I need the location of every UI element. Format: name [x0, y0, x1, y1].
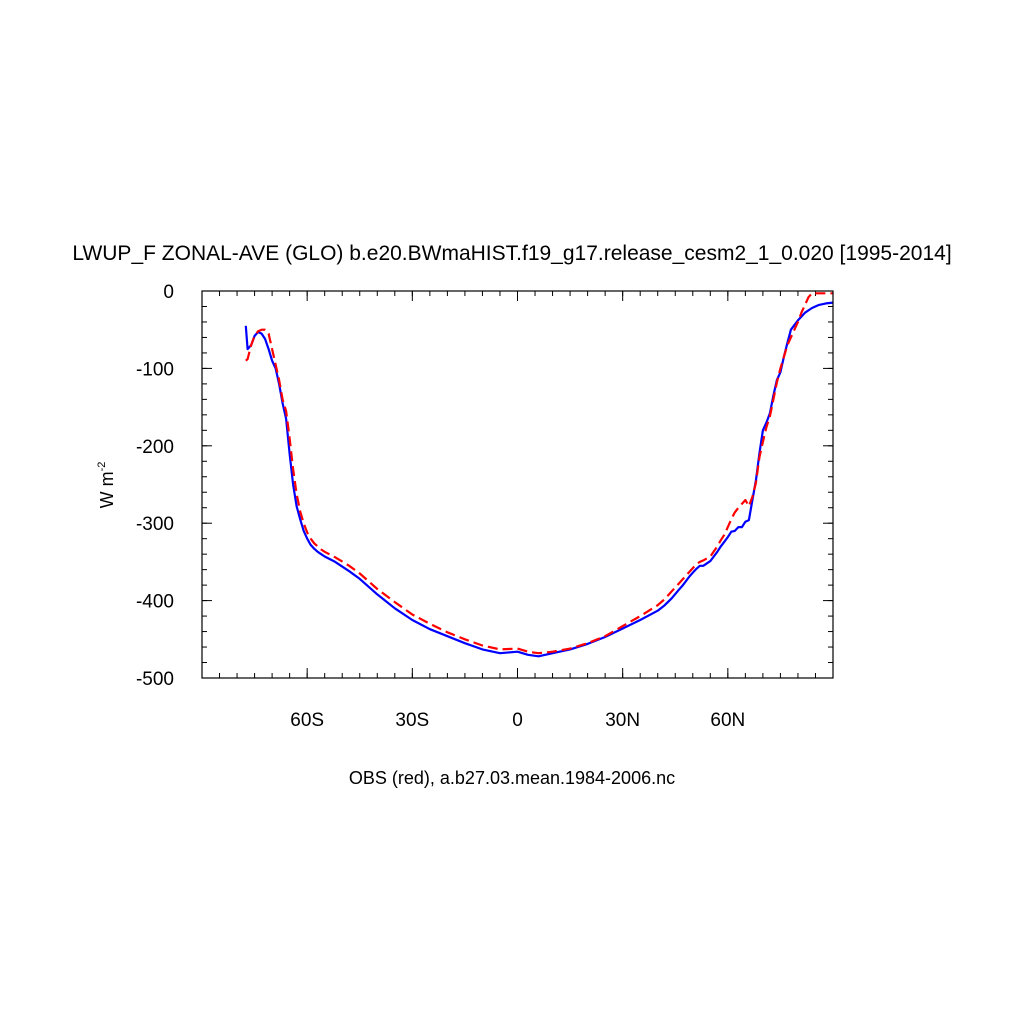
axis-ticks	[201, 290, 834, 679]
x-tick-label: 30N	[605, 710, 640, 731]
y-tick-label: -400	[136, 592, 174, 613]
y-tick-label: -300	[136, 514, 174, 535]
y-axis-label-superscript: -2	[96, 462, 108, 472]
x-axis-caption: OBS (red), a.b27.03.mean.1984-2006.nc	[349, 768, 675, 788]
y-tick-label: 0	[163, 282, 174, 303]
plot-frame	[201, 290, 834, 679]
y-tick-label: -200	[136, 437, 174, 458]
x-tick-label: 30S	[395, 710, 429, 731]
obs-series-line	[245, 292, 833, 655]
y-tick-label: -100	[136, 359, 174, 380]
x-tick-label: 0	[512, 710, 523, 731]
x-tick-label: 60S	[290, 710, 324, 731]
y-axis-label-main: W m	[97, 471, 117, 508]
x-tick-label: 60N	[710, 710, 745, 731]
y-axis-label: W m-2	[96, 462, 117, 509]
model-series-line	[244, 301, 834, 658]
x-tick-labels: 60S 30S 0 30N 60N	[290, 710, 745, 731]
chart-title: LWUP_F ZONAL-AVE (GLO) b.e20.BWmaHIST.f1…	[72, 242, 951, 265]
y-tick-label: -500	[136, 669, 174, 690]
series-lines	[244, 292, 834, 658]
y-tick-labels: 0 -100 -200 -300 -400 -500	[136, 282, 174, 690]
